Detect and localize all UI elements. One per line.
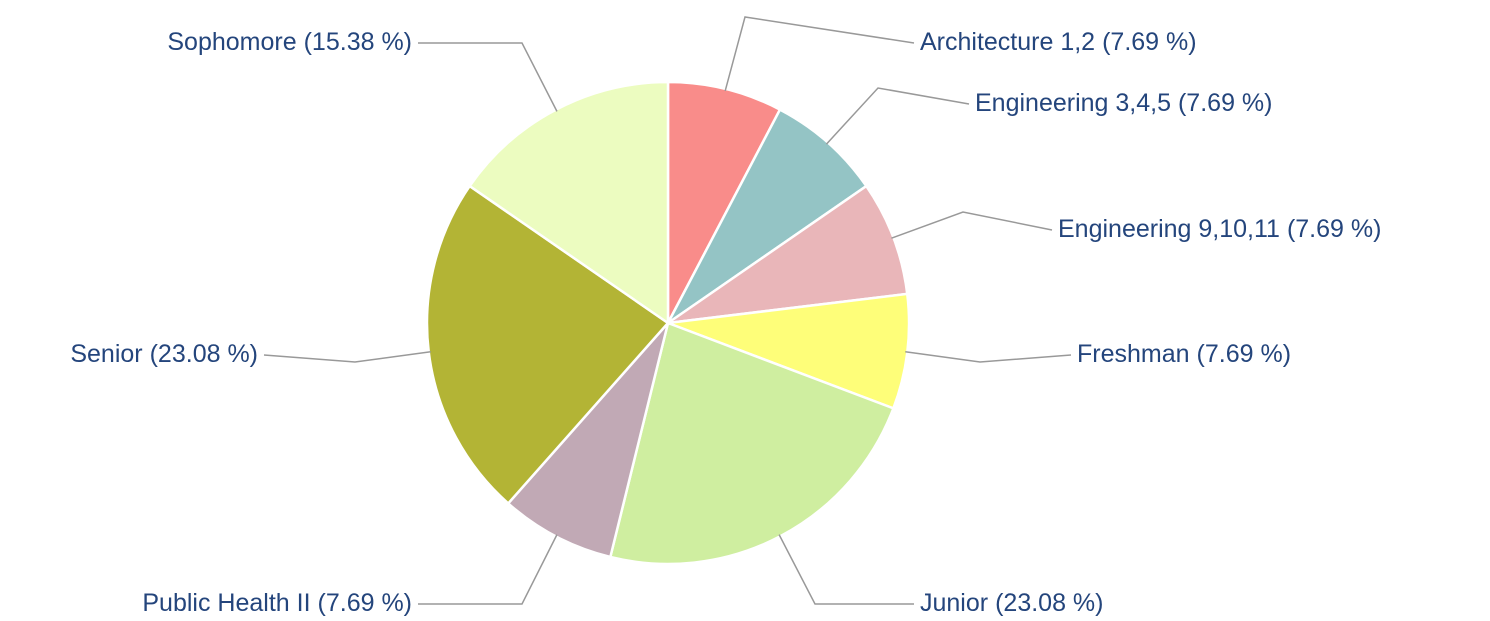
slice-category: Junior	[920, 589, 988, 617]
slice-category: Public Health II	[142, 589, 310, 617]
slice-value-label: (7.69 %)	[1287, 215, 1381, 243]
slice-label: Architecture 1,2 (7.69 %)	[920, 28, 1197, 56]
slice-value-label: (7.69 %)	[1102, 28, 1196, 56]
leader-line	[724, 16, 915, 92]
slice-label: Engineering 3,4,5 (7.69 %)	[975, 89, 1272, 117]
slice-label: Junior (23.08 %)	[920, 589, 1103, 617]
leader-line	[418, 42, 558, 112]
slice-value-label: (23.08 %)	[150, 340, 258, 368]
leader-line	[825, 87, 970, 145]
slice-label: Sophomore (15.38 %)	[167, 28, 412, 56]
slice-category: Architecture 1,2	[920, 28, 1095, 56]
slice-category: Engineering 9,10,11	[1058, 215, 1280, 243]
leader-line	[905, 350, 1072, 363]
slice-label: Freshman (7.69 %)	[1077, 340, 1291, 368]
slice-label: Public Health II (7.69 %)	[142, 589, 412, 617]
slice-value-label: (7.69 %)	[1197, 340, 1291, 368]
slice-value-label: (7.69 %)	[1178, 89, 1272, 117]
leader-line	[778, 534, 914, 605]
slice-value-label: (7.69 %)	[318, 589, 412, 617]
leader-line	[891, 211, 1053, 239]
slice-value-label: (15.38 %)	[304, 28, 412, 56]
leader-line	[418, 534, 558, 605]
slice-category: Engineering 3,4,5	[975, 89, 1171, 117]
slice-value-label: (23.08 %)	[995, 589, 1103, 617]
slice-label: Engineering 9,10,11 (7.69 %)	[1058, 215, 1381, 243]
leader-line	[263, 351, 431, 363]
slice-category: Freshman	[1077, 340, 1190, 368]
slice-category: Sophomore	[167, 28, 296, 56]
slice-category: Senior	[70, 340, 142, 368]
slice-label: Senior (23.08 %)	[70, 340, 258, 368]
